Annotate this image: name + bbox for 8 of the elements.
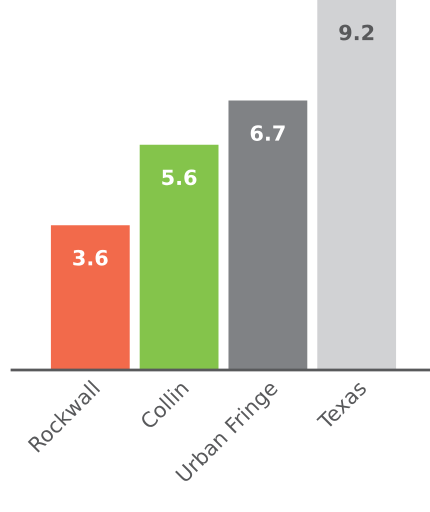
data-label: 6.7 xyxy=(250,125,285,141)
data-label: 5.6 xyxy=(162,169,196,186)
bar xyxy=(317,0,396,370)
bar xyxy=(228,100,308,370)
bar xyxy=(50,225,130,370)
data-label: 3.6 xyxy=(73,250,108,266)
bar xyxy=(140,144,219,370)
data-label: 9.2 xyxy=(339,24,374,40)
